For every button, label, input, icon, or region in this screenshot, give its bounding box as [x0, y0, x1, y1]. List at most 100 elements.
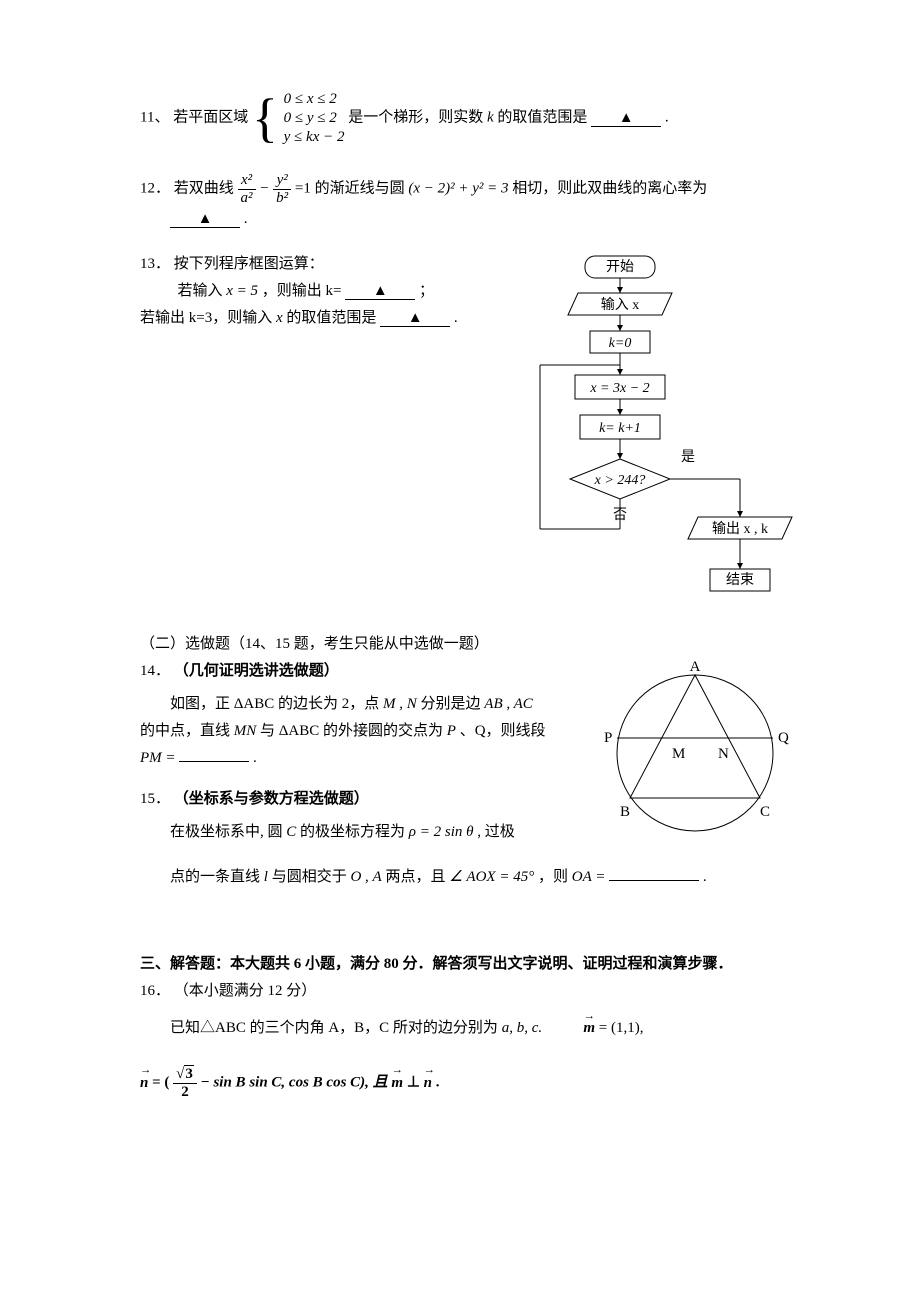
problem-15: 15． （坐标系与参数方程选做题）	[140, 786, 580, 813]
q15-l2a: 点的一条直线	[170, 869, 260, 885]
q12-end: .	[244, 211, 248, 227]
q13-x5: x = 5	[226, 283, 258, 299]
q16-line2: n = ( √3 2 − sin B sin C, cos B cos C), …	[140, 1066, 800, 1100]
q12-blank: ▲	[170, 212, 240, 228]
problem-13: 13． 按下列程序框图运算： 若输入 x = 5 ，则输出 k= ▲ ； 若输出…	[140, 251, 480, 332]
q15-num: 15．	[140, 791, 170, 807]
flow-input: 输入 x	[601, 297, 640, 313]
problem-13-text: 13． 按下列程序框图运算： 若输入 x = 5 ，则输出 k= ▲ ； 若输出…	[140, 251, 480, 350]
q16-two: 2	[173, 1084, 197, 1101]
q16-pts: （本小题满分 12 分）	[174, 983, 317, 999]
q12-eq: =1 的渐近线与圆	[295, 181, 405, 197]
section-3-heading: 三、解答题：本大题共 6 小题，满分 80 分．解答须写出文字说明、证明过程和演…	[140, 951, 800, 978]
q11-pre: 若平面区域	[173, 110, 248, 126]
flowchart: 开始 输入 x k=0 x = 3x − 2 k= k+1 x > 244? 是	[500, 251, 800, 621]
q13-blank2: ▲	[380, 311, 450, 327]
q16-neq-open: = (	[152, 1075, 169, 1091]
q12-frac2: y² b²	[273, 172, 291, 206]
flow-step: x = 3x − 2	[589, 381, 649, 396]
q16-abc: a, b, c.	[502, 1020, 542, 1036]
q11-sys2: 0 ≤ y ≤ 2	[284, 109, 345, 128]
problem-12: 12． 若双曲线 x² a² − y² b² =1 的渐近线与圆 (x − 2)…	[140, 172, 800, 233]
q16-neq-mid: − sin B sin C, cos B cos C), 且	[201, 1075, 392, 1091]
q14-l1a: 如图，正	[170, 696, 230, 712]
q16-sqrt3-val: 3	[184, 1065, 194, 1082]
flow-kinc: k= k+1	[599, 421, 641, 436]
q14-l2c: 的外接圆的交点为	[323, 723, 443, 739]
vector-n: n	[140, 1070, 148, 1097]
q15-ang: ∠ AOX = 45°	[449, 869, 534, 885]
flow-yes: 是	[681, 450, 695, 465]
q12-num: 12．	[140, 181, 170, 197]
flow-k0: k=0	[609, 336, 632, 351]
vector-n2: n	[424, 1070, 432, 1097]
q11-end: .	[665, 110, 669, 126]
q14-pm: PM =	[140, 750, 176, 766]
q16-l1a: 已知△ABC 的三个内角 A，B，C 所对的边分别为	[170, 1020, 498, 1036]
q16-sqrt-frac: √3 2	[173, 1066, 197, 1100]
flow-cond: x > 244?	[594, 473, 646, 488]
circle-diagram: A B C P Q M N	[590, 658, 800, 848]
vector-m: m	[553, 1015, 595, 1042]
q12-frac1-num: x²	[238, 172, 256, 190]
q14-mn: M , N	[383, 696, 417, 712]
q12-pre: 若双曲线	[174, 181, 234, 197]
q14-l2a: 的中点，直线	[140, 723, 230, 739]
q14-q: 、Q，则线段	[460, 723, 546, 739]
q15-l: l	[264, 869, 268, 885]
q12-frac1-den: a²	[238, 190, 256, 207]
q11-k: k	[487, 110, 494, 126]
q11-sys3: y ≤ kx − 2	[284, 128, 345, 147]
brace-icon: {	[252, 91, 278, 145]
q14-blank	[179, 746, 249, 762]
flow-start: 开始	[606, 259, 634, 275]
q11-sys1: 0 ≤ x ≤ 2	[284, 90, 345, 109]
q15-l1b: 的极坐标方程为	[300, 824, 405, 840]
q11-post1: 是一个梯形，则实数	[348, 110, 483, 126]
q15-blank	[609, 865, 699, 881]
q15-c: C	[286, 824, 296, 840]
q12-frac2-num: y²	[273, 172, 291, 190]
q13-l1b: ，则输出 k=	[262, 283, 342, 299]
q11-post2: 的取值范围是	[497, 110, 587, 126]
q13-l2a: 若输出 k=3，则输入	[140, 310, 272, 326]
problem-13-row: 13． 按下列程序框图运算： 若输入 x = 5 ，则输出 k= ▲ ； 若输出…	[140, 251, 800, 621]
problem-11: 11、 若平面区域 { 0 ≤ x ≤ 2 0 ≤ y ≤ 2 y ≤ kx −…	[140, 90, 800, 146]
q14-mnline: MN	[234, 723, 257, 739]
q11-num: 11、	[140, 110, 169, 126]
q13-semi: ；	[419, 283, 434, 299]
problem-16: 16． （本小题满分 12 分）	[140, 978, 800, 1005]
q12-circle: (x − 2)² + y² = 3	[408, 181, 508, 197]
q15-comma: ,	[365, 869, 373, 885]
flow-output: 输出 x , k	[712, 521, 768, 537]
q13-blank1: ▲	[345, 284, 415, 300]
q14-l1c: 分别是边	[421, 696, 481, 712]
label-B: B	[620, 804, 630, 820]
q14-l2b: 与	[260, 723, 275, 739]
q15-oa: OA =	[572, 869, 606, 885]
problem-14: 14． （几何证明选讲选做题） 如图，正 ΔABC 的边长为 2，点 M , N…	[140, 658, 580, 846]
q16-line1: 已知△ABC 的三个内角 A，B，C 所对的边分别为 a, b, c. m = …	[140, 1015, 800, 1042]
vector-m2: m	[391, 1070, 403, 1097]
q13-l1a: 若输入	[178, 283, 223, 299]
label-N: N	[718, 746, 729, 762]
q15-line2: 点的一条直线 l 与圆相交于 O , A 两点，且 ∠ AOX = 45° ，则…	[140, 864, 800, 891]
label-Q: Q	[778, 730, 789, 746]
q15-l2c: 两点，且	[385, 869, 445, 885]
q14-num: 14．	[140, 663, 170, 679]
q16-perp: ⊥	[407, 1075, 424, 1091]
q11-system: 0 ≤ x ≤ 2 0 ≤ y ≤ 2 y ≤ kx − 2	[284, 90, 345, 146]
q15-a: A	[373, 869, 382, 885]
label-C: C	[760, 804, 770, 820]
q15-eq: ρ = 2 sin θ	[409, 824, 474, 840]
q16-num: 16．	[140, 983, 170, 999]
q15-title: （坐标系与参数方程选做题）	[174, 791, 369, 807]
section-2-heading: （二）选做题（14、15 题，考生只能从中选做一题）	[140, 631, 800, 658]
q16-meq: = (1,1),	[599, 1020, 644, 1036]
label-M: M	[672, 746, 685, 762]
q13-end: .	[454, 310, 458, 326]
q14-tri2: ΔABC	[279, 723, 320, 739]
q12-frac2-den: b²	[273, 190, 291, 207]
q14-l1b: 的边长为 2，点	[278, 696, 379, 712]
q15-l2b: 与圆相交于	[272, 869, 347, 885]
